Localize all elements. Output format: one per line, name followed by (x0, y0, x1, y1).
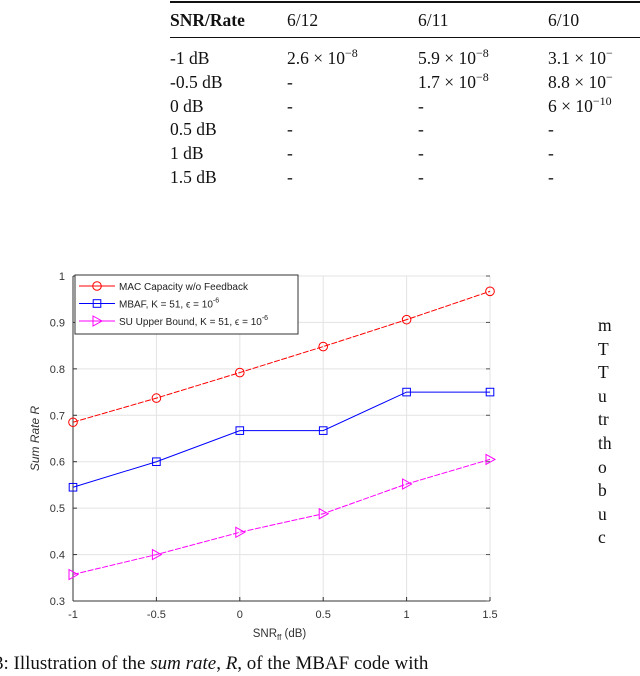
x-tick-label: -1 (68, 609, 78, 621)
error-rate-cell: - (287, 167, 293, 187)
body-text-line-fragment: T (598, 338, 609, 359)
caption-suffix: , of the MBAF code with (237, 653, 429, 674)
body-text-line-fragment: o (598, 456, 607, 477)
series-square (68, 387, 495, 492)
snr-cell: -1 dB (170, 48, 210, 68)
circle-marker-icon (485, 286, 495, 297)
y-tick-label: 1 (59, 271, 65, 283)
error-rate-cell: - (418, 119, 424, 140)
triangle-right-marker-icon (402, 478, 413, 490)
square-marker-icon (318, 426, 328, 435)
error-rate-cell: - (418, 95, 424, 116)
error-rate-cell: 1.7 × 10−8 (418, 69, 489, 92)
triangle-right-marker-icon (68, 568, 80, 581)
circle-marker-icon (68, 417, 78, 428)
y-tick-label: 0.4 (50, 550, 65, 562)
body-text-line-fragment: T (598, 362, 609, 383)
x-tick-label: 1 (404, 609, 410, 621)
header-rate-6-10: 6/10 (548, 10, 580, 30)
sum-rate-chart: 0.3 0.4 0.5 0.6 0.7 0.8 0.9 1 -1 -0.5 0 0.5 1 1.5 SNRf… (28, 271, 498, 642)
x-tick-label: -0.5 (147, 609, 166, 621)
y-tick-label: 0.7 (50, 410, 65, 422)
sum-rate-figure: 0.3 0.4 0.5 0.6 0.7 0.8 0.9 1 -1 -0.5 0 0.5 1 1.5 SNRf… (0, 260, 560, 650)
series-circle (68, 286, 495, 428)
body-text-line-fragment: m (598, 315, 612, 335)
x-tick-label: 0.5 (316, 609, 331, 621)
error-rate-cell: 6 × 10−10 (548, 93, 612, 116)
table-top-rule (170, 1, 640, 3)
circle-marker-icon (235, 367, 245, 378)
x-tick-label: 1.5 (482, 609, 497, 621)
caption-italic-sum-rate: sum rate (150, 653, 217, 674)
square-marker-icon (68, 482, 78, 492)
caption-mid: , (216, 653, 226, 674)
triangle-right-marker-icon (235, 526, 246, 539)
header-rate-6-11: 6/11 (418, 10, 449, 30)
caption-italic-r: R (225, 653, 238, 674)
legend-label: MBAF, K = 51, ϵ = 10-6 (119, 298, 219, 311)
square-marker-icon (235, 426, 245, 435)
body-text-line-fragment: tr (598, 409, 609, 430)
circle-marker-icon (92, 281, 102, 291)
snr-cell: 1.5 dB (170, 167, 217, 187)
series-triangle-right (68, 453, 497, 581)
error-rate-cell: - (287, 119, 293, 140)
error-rate-cell: - (287, 143, 293, 164)
square-marker-icon (92, 299, 102, 308)
error-rate-cell: 2.6 × 10−8 (287, 46, 358, 68)
legend-label: MAC Capacity w/o Feedback (119, 282, 249, 293)
table-header-rule (170, 37, 640, 39)
square-marker-icon (485, 387, 495, 397)
body-text-line-fragment: c (598, 527, 606, 548)
figure-caption: 3: Illustration of the sum rate, R, of t… (0, 652, 640, 676)
y-tick-label: 0.3 (50, 596, 65, 608)
header-rate-6-12: 6/12 (287, 10, 319, 30)
series-line (72, 290, 491, 423)
legend-label: SU Upper Bound, K = 51, ϵ = 10-6 (119, 315, 268, 328)
x-axis-label: SNRff (dB) (253, 628, 307, 642)
square-marker-icon (402, 387, 411, 397)
caption-prefix: 3: Illustration of the (0, 653, 151, 674)
error-rate-cell: - (287, 71, 293, 92)
circle-marker-icon (318, 341, 329, 352)
error-rate-cell: - (418, 167, 424, 187)
error-rate-cell: - (548, 167, 554, 187)
series-line (72, 458, 491, 576)
x-tick-label: 0 (237, 609, 243, 621)
snr-cell: -0.5 dB (170, 71, 223, 92)
body-text-line-fragment: u (598, 503, 607, 524)
snr-cell: 0.5 dB (170, 119, 217, 140)
series-line (72, 391, 490, 488)
y-tick-label: 0.8 (50, 364, 65, 376)
body-text-line-fragment: th (598, 432, 612, 453)
circle-marker-icon (151, 393, 162, 403)
snr-cell: 0 dB (170, 95, 204, 116)
chart-legend: MAC Capacity w/o Feedback MBAF, K = 51, ϵ… (74, 274, 299, 335)
legend-box (74, 274, 299, 335)
error-rate-cell: - (418, 143, 424, 164)
error-rate-cell: - (287, 95, 293, 116)
body-text-line-fragment: u (598, 385, 607, 406)
y-tick-label: 0.6 (50, 457, 65, 469)
circle-marker-icon (401, 314, 412, 325)
error-rate-cell: 3.1 × 10− (548, 46, 613, 68)
error-rate-cell: 5.9 × 10−8 (418, 46, 489, 68)
y-tick-label: 0.5 (50, 503, 65, 515)
error-rate-cell: 8.8 × 10− (548, 69, 613, 92)
square-marker-icon (152, 457, 161, 467)
triangle-right-marker-icon (151, 548, 163, 561)
triangle-right-marker-icon (92, 315, 104, 327)
error-rate-cell: - (548, 119, 554, 140)
triangle-right-marker-icon (485, 453, 497, 466)
snr-cell: 1 dB (170, 143, 204, 164)
y-axis-label: Sum Rate R (28, 405, 42, 471)
header-snr-rate: SNR/Rate (170, 10, 245, 30)
body-text-line-fragment: b (598, 480, 607, 501)
error-rate-cell: - (548, 143, 554, 164)
triangle-right-marker-icon (318, 507, 330, 520)
y-tick-label: 0.9 (50, 317, 65, 329)
